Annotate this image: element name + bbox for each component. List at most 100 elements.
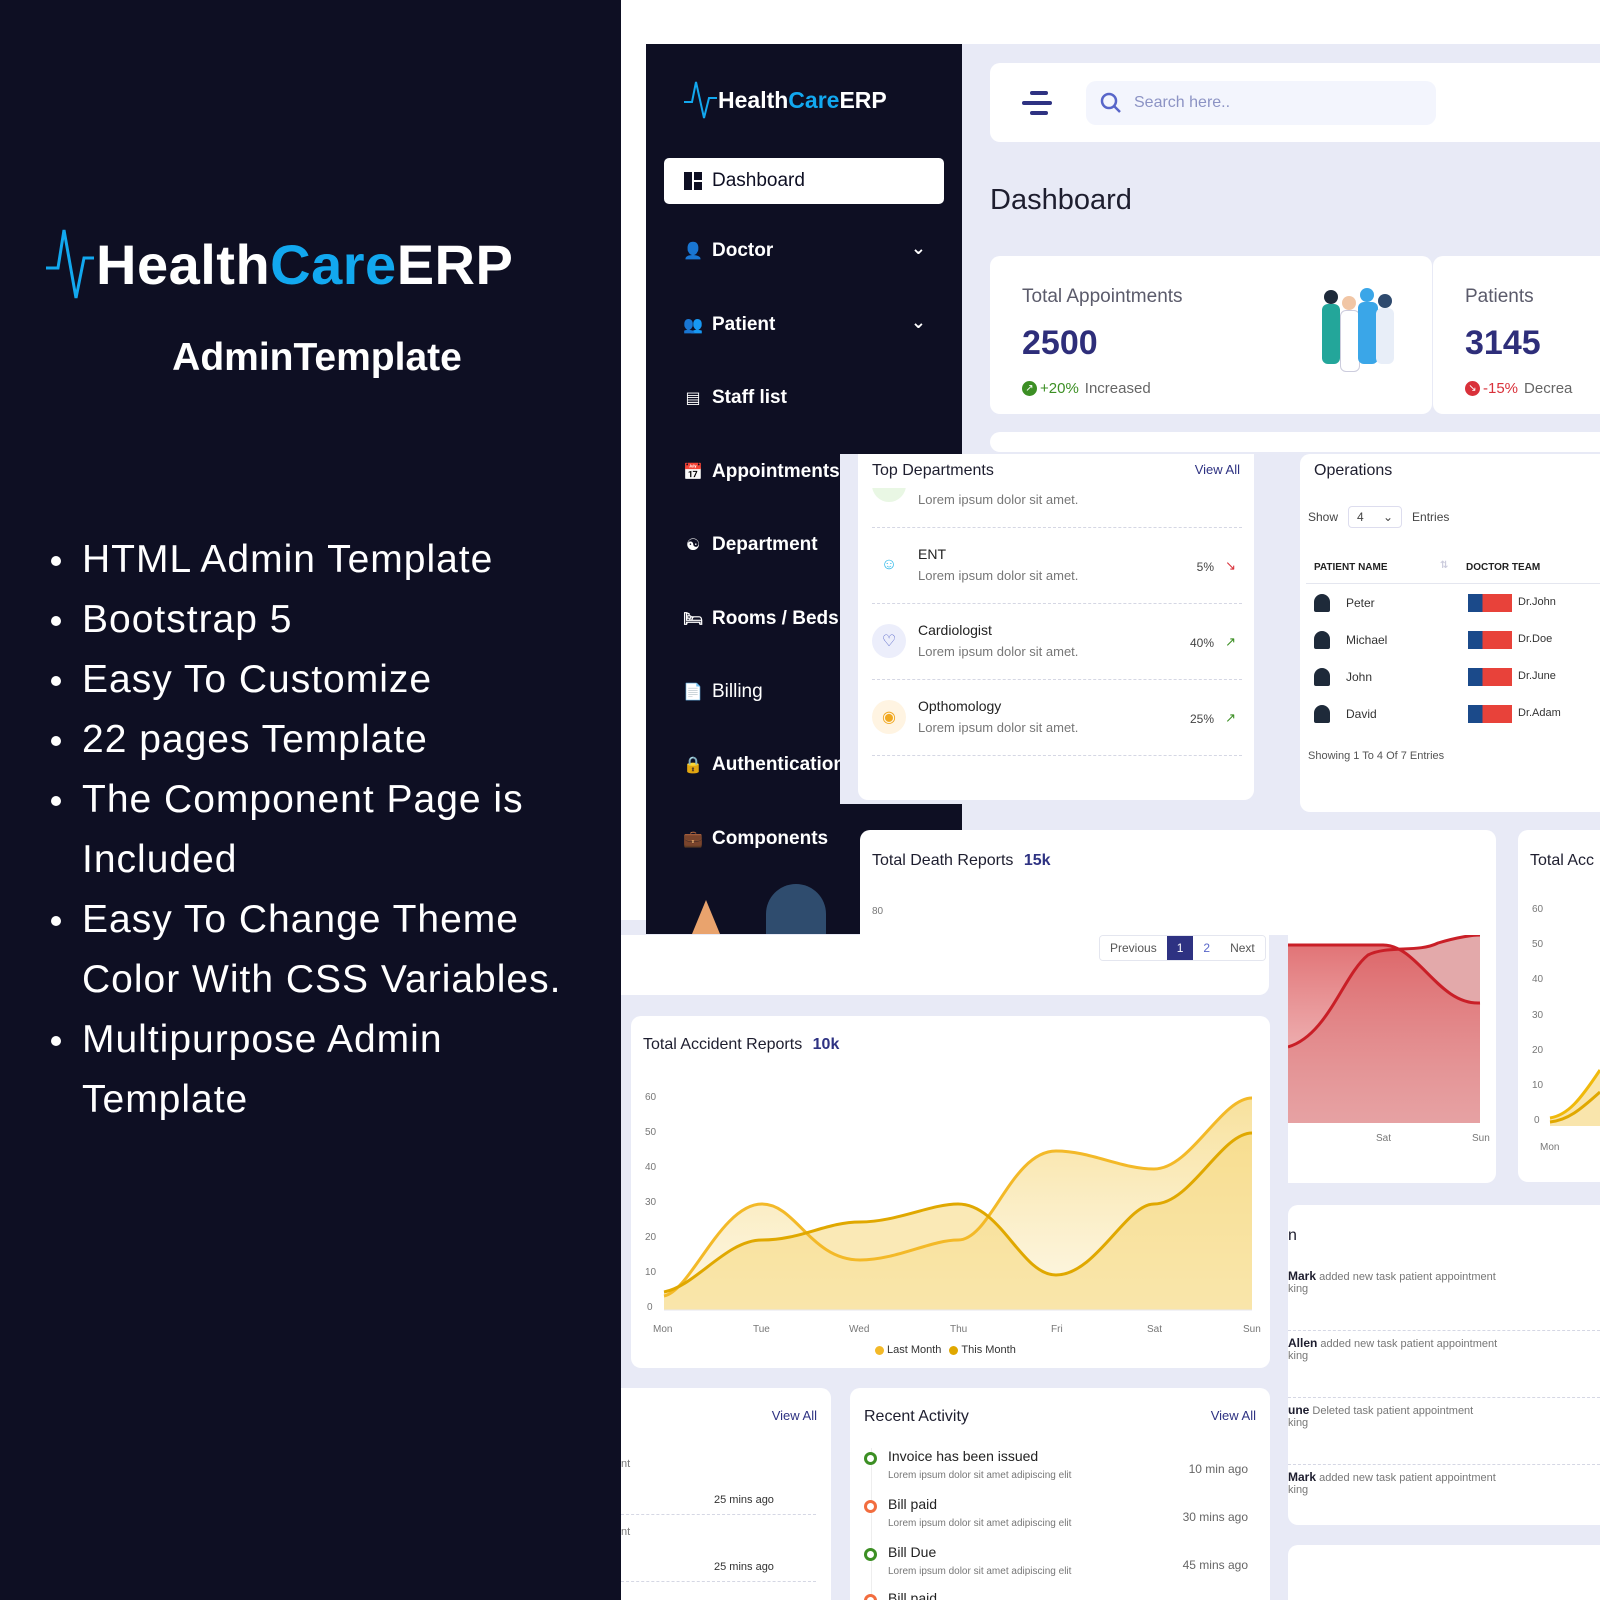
stat-label: Total Appointments xyxy=(1022,286,1183,307)
doctor-team-avatars xyxy=(1468,705,1512,723)
toolbox-icon: 💼 xyxy=(683,831,703,848)
promo-brand-logo: Health Care ERP xyxy=(46,228,513,300)
table-row[interactable]: John Dr.June xyxy=(1314,668,1600,698)
y-axis-tick: 20 xyxy=(1532,1045,1544,1056)
doctor-name: Dr.John xyxy=(1518,596,1556,608)
next-card xyxy=(1288,1545,1600,1600)
x-axis-tick: Wed xyxy=(849,1324,870,1335)
activity-item[interactable]: Bill Due Lorem ipsum dolor sit amet adip… xyxy=(864,1544,1254,1591)
dep-desc: Lorem ipsum dolor sit amet. xyxy=(918,644,1079,659)
table-row[interactable]: Peter Dr.John xyxy=(1314,594,1600,624)
activity-time: 10 min ago xyxy=(1188,1462,1248,1476)
dep-row[interactable]: ☺ ENT Lorem ipsum dolor sit amet. 5% ↘ xyxy=(872,528,1242,604)
timeline-line xyxy=(871,1448,872,1600)
feed-user: Mark xyxy=(1288,1470,1317,1484)
hamburger-menu-icon[interactable] xyxy=(1022,91,1054,115)
patient-icon: 👥 xyxy=(683,317,703,334)
task-feed-item[interactable]: une Deleted task patient appointment king xyxy=(1288,1403,1473,1429)
death-reports-plot xyxy=(1288,935,1481,1123)
dep-pct: 5% xyxy=(1196,560,1214,574)
activity-desc: Lorem ipsum dolor sit amet adipiscing el… xyxy=(888,1470,1072,1481)
patient-avatar xyxy=(1314,668,1330,686)
stat-value: 3145 xyxy=(1465,324,1541,362)
column-header[interactable]: DOCTOR TEAM xyxy=(1466,562,1541,573)
divider xyxy=(621,1514,816,1515)
dep-row[interactable]: ♡ Cardiologist Lorem ipsum dolor sit ame… xyxy=(872,604,1242,680)
y-axis-tick: 30 xyxy=(645,1197,657,1208)
y-axis-tick: 30 xyxy=(1532,1010,1544,1021)
entries-select[interactable]: 4 ⌄ xyxy=(1348,506,1403,528)
sidebar-illustration-hand xyxy=(692,900,720,934)
pagination-previous[interactable]: Previous xyxy=(1100,936,1167,960)
sidebar-item-doctor[interactable]: 👤 Doctor ⌄ xyxy=(664,228,944,274)
doctor-team-avatars xyxy=(1468,594,1512,612)
user-lock-icon: 🔒 xyxy=(683,757,703,774)
task-feed-item[interactable]: Mark added new task patient appointment k… xyxy=(1288,1470,1496,1496)
section-title: Top Departments xyxy=(872,462,994,479)
doctors-illustration xyxy=(1320,286,1400,376)
activity-item[interactable]: Bill paid xyxy=(864,1590,1254,1600)
chevron-down-icon: ⌄ xyxy=(910,312,926,332)
left-feed-card: View All nt 25 mins ago nt 25 mins ago xyxy=(621,1388,831,1600)
y-axis-tick: 20 xyxy=(645,1232,657,1243)
sidebar-item-components[interactable]: 💼 Components xyxy=(664,816,944,862)
table-row[interactable]: Michael Dr.Doe xyxy=(1314,631,1600,661)
task-feed-card: n Mark added new task patient appointmen… xyxy=(1288,1205,1600,1525)
heartbeat-icon xyxy=(684,81,717,119)
sidebar-item-authentication[interactable]: 🔒 Authentication xyxy=(664,742,944,788)
activity-item[interactable]: Invoice has been issued Lorem ipsum dolo… xyxy=(864,1448,1254,1495)
view-all-link[interactable]: View All xyxy=(771,1408,817,1423)
x-axis-tick: Mon xyxy=(1540,1142,1560,1153)
y-axis-tick: 50 xyxy=(645,1127,657,1138)
accident-reports-title: Total Accident Reports 10k xyxy=(643,1036,839,1054)
sidebar-item-billing[interactable]: 📄 Billing xyxy=(664,669,944,715)
section-title: Operations xyxy=(1314,462,1393,479)
activity-item[interactable]: Bill paid Lorem ipsum dolor sit amet adi… xyxy=(864,1496,1254,1543)
sidebar-item-label: Dashboard xyxy=(712,170,805,191)
feature-item: The Component Page is Included xyxy=(48,770,568,890)
search-input[interactable]: Search here.. xyxy=(1086,81,1436,125)
chart-legend: Last Month This Month xyxy=(875,1344,1016,1356)
sidebar-item-rooms-beds[interactable]: 🛏 Rooms / Beds xyxy=(664,596,944,642)
trend-up-icon: ↗ xyxy=(1225,710,1236,725)
sidebar-item-dashboard[interactable]: Dashboard xyxy=(664,158,944,204)
card-strip xyxy=(990,432,1600,452)
sidebar-item-department[interactable]: ☯ Department xyxy=(664,522,944,568)
sidebar-item-label: Components xyxy=(712,828,829,849)
table-header: PATIENT NAME ⇅ DOCTOR TEAM xyxy=(1306,554,1600,584)
pagination-page-1[interactable]: 1 xyxy=(1166,936,1194,960)
activity-title: Invoice has been issued xyxy=(888,1448,1039,1464)
sidebar-item-staff-list[interactable]: ▤ Staff list xyxy=(664,375,944,421)
view-all-link[interactable]: View All xyxy=(1210,1408,1256,1423)
stat-change-value: +20% xyxy=(1040,380,1079,397)
sidebar-item-patient[interactable]: 👥 Patient ⌄ xyxy=(664,302,944,348)
feed-fragment: nt xyxy=(621,1458,631,1470)
divider xyxy=(621,1581,816,1582)
view-all-link[interactable]: View All xyxy=(1194,462,1240,477)
legend-label[interactable]: Last Month xyxy=(887,1344,942,1356)
sidebar-brand-health: Health xyxy=(718,86,789,113)
sidebar-item-label: Rooms / Beds xyxy=(712,608,839,629)
pagination-page-2[interactable]: 2 xyxy=(1193,936,1221,960)
dep-row[interactable]: ◉ Opthomology Lorem ipsum dolor sit amet… xyxy=(872,680,1242,756)
dep-desc: Lorem ipsum dolor sit amet. xyxy=(918,492,1079,507)
x-axis-tick: Sun xyxy=(1472,1133,1490,1144)
sort-icon[interactable]: ⇅ xyxy=(1440,560,1449,571)
feature-list: HTML Admin Template Bootstrap 5 Easy To … xyxy=(48,530,618,1130)
feed-user: Mark xyxy=(1288,1269,1317,1283)
patient-avatar xyxy=(1314,631,1330,649)
column-header[interactable]: PATIENT NAME xyxy=(1314,562,1388,573)
table-row[interactable]: David Dr.Adam xyxy=(1314,705,1600,735)
feature-item: HTML Admin Template xyxy=(48,530,618,590)
sidebar-item-appointments[interactable]: 📅 Appointments xyxy=(664,449,944,495)
pagination-next[interactable]: Next xyxy=(1220,936,1265,960)
stat-change: ↘ -15% Decrea xyxy=(1465,380,1572,397)
legend-label[interactable]: This Month xyxy=(961,1344,1016,1356)
section-title: Recent Activity xyxy=(864,1408,969,1425)
x-axis-tick: Tue xyxy=(753,1324,770,1335)
feature-item: Bootstrap 5 xyxy=(48,590,618,650)
y-axis-tick: 50 xyxy=(1532,939,1544,950)
task-feed-item[interactable]: Allen added new task patient appointment… xyxy=(1288,1336,1497,1362)
x-axis-tick: Sat xyxy=(1376,1133,1392,1144)
task-feed-item[interactable]: Mark added new task patient appointment k… xyxy=(1288,1269,1496,1295)
